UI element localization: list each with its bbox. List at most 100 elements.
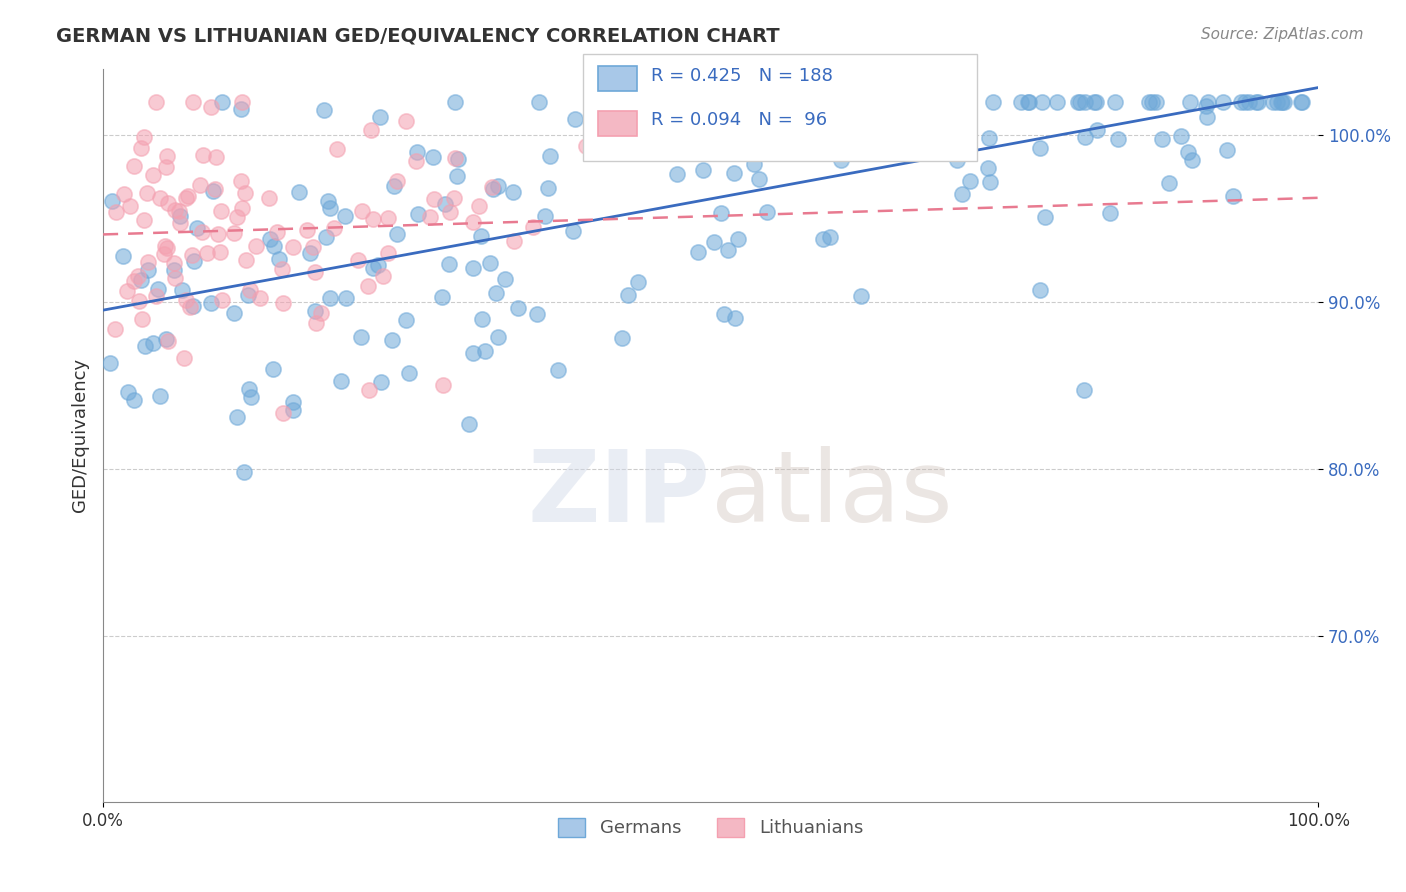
Point — [1069, 95, 1091, 109]
Point — [703, 235, 725, 249]
Point — [419, 210, 441, 224]
Point — [135, 186, 157, 200]
Point — [865, 95, 887, 109]
Point — [506, 301, 529, 315]
Point — [835, 95, 858, 109]
Point — [952, 95, 974, 109]
Point — [333, 209, 356, 223]
Point — [115, 284, 138, 298]
Point — [686, 244, 709, 259]
Point — [281, 402, 304, 417]
Point — [564, 112, 586, 127]
Point — [562, 224, 585, 238]
Point — [1144, 95, 1167, 109]
Point — [692, 163, 714, 178]
Point — [322, 221, 344, 235]
Point — [233, 186, 256, 200]
Point — [1265, 95, 1288, 109]
Point — [136, 263, 159, 277]
Point — [186, 221, 208, 235]
Point — [240, 390, 263, 404]
Point — [98, 355, 121, 369]
Point — [502, 234, 524, 248]
Point — [153, 246, 176, 260]
Point — [156, 241, 179, 255]
Point — [751, 118, 773, 132]
Point — [526, 307, 548, 321]
Point — [347, 253, 370, 268]
Point — [350, 330, 373, 344]
Point — [547, 363, 569, 377]
Point — [1177, 145, 1199, 160]
Point — [756, 205, 779, 219]
Point — [122, 274, 145, 288]
Point — [696, 95, 718, 109]
Point — [502, 185, 524, 199]
Point — [367, 259, 389, 273]
Point — [162, 256, 184, 270]
Point — [599, 96, 621, 111]
Point — [1104, 95, 1126, 109]
Point — [174, 293, 197, 307]
Point — [860, 95, 883, 109]
Point — [405, 145, 427, 159]
Point — [145, 289, 167, 303]
Point — [142, 336, 165, 351]
Point — [1197, 95, 1219, 109]
Point — [309, 305, 332, 319]
Point — [405, 153, 427, 168]
Point — [231, 201, 253, 215]
Point — [131, 312, 153, 326]
Point — [488, 179, 510, 194]
Point — [710, 206, 733, 220]
Point — [211, 95, 233, 109]
Point — [146, 282, 169, 296]
Point — [866, 95, 889, 109]
Point — [1289, 95, 1312, 109]
Point — [357, 383, 380, 397]
Point — [959, 174, 981, 188]
Point — [1033, 210, 1056, 224]
Point — [377, 211, 399, 225]
Point — [302, 240, 325, 254]
Point — [627, 275, 650, 289]
Point — [470, 229, 492, 244]
Point — [370, 376, 392, 390]
Point — [373, 269, 395, 284]
Point — [1152, 131, 1174, 145]
Point — [100, 194, 122, 208]
Point — [156, 334, 179, 349]
Text: R = 0.094   N =  96: R = 0.094 N = 96 — [651, 112, 827, 129]
Point — [172, 284, 194, 298]
Point — [281, 395, 304, 409]
Point — [257, 191, 280, 205]
Point — [1099, 206, 1122, 220]
Point — [1212, 95, 1234, 109]
Point — [208, 244, 231, 259]
Point — [304, 304, 326, 318]
Point — [811, 232, 834, 246]
Point — [457, 417, 479, 431]
Point — [433, 196, 456, 211]
Point — [830, 153, 852, 167]
Point — [1010, 95, 1032, 109]
Point — [1073, 384, 1095, 398]
Point — [1261, 95, 1284, 109]
Point — [693, 136, 716, 150]
Point — [128, 293, 150, 308]
Point — [112, 187, 135, 202]
Point — [148, 389, 170, 403]
Point — [591, 95, 613, 109]
Point — [461, 215, 484, 229]
Point — [908, 95, 931, 109]
Point — [155, 332, 177, 346]
Point — [238, 383, 260, 397]
Point — [181, 248, 204, 262]
Point — [395, 113, 418, 128]
Point — [299, 245, 322, 260]
Point — [468, 199, 491, 213]
Point — [183, 253, 205, 268]
Point — [1085, 123, 1108, 137]
Point — [295, 223, 318, 237]
Point — [120, 199, 142, 213]
